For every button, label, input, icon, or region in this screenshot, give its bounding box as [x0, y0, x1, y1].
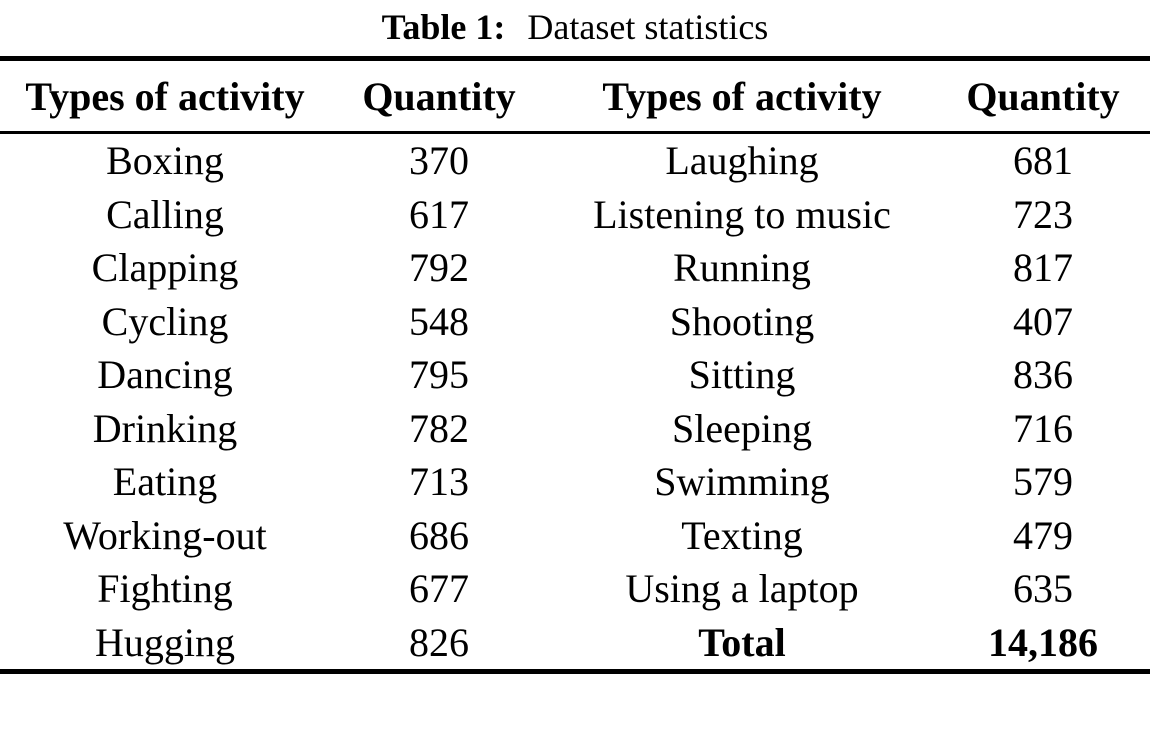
quantity-cell: 826 — [409, 619, 469, 665]
table-row: Drinking 782 Sleeping 716 — [0, 402, 1150, 456]
activity-cell: Working-out — [63, 512, 267, 558]
dataset-statistics-table: Types of activity Quantity Types of acti… — [0, 56, 1150, 674]
quantity-cell: 579 — [1013, 459, 1073, 505]
activity-cell: Dancing — [97, 352, 233, 398]
activity-cell: Shooting — [669, 298, 815, 344]
table-row: Cycling 548 Shooting 407 — [0, 295, 1150, 349]
table-caption: Table 1: Dataset statistics — [0, 0, 1150, 56]
activity-cell: Eating — [112, 459, 218, 505]
activity-cell: Running — [673, 245, 811, 291]
activity-cell: Clapping — [91, 245, 239, 291]
quantity-cell: 817 — [1013, 245, 1073, 291]
quantity-cell: 617 — [409, 191, 469, 237]
table-row: Working-out 686 Texting 479 — [0, 509, 1150, 563]
table-row: Eating 713 Swimming 579 — [0, 455, 1150, 509]
activity-cell: Texting — [681, 512, 803, 558]
activity-cell: Cycling — [101, 298, 229, 344]
quantity-cell: 713 — [409, 459, 469, 505]
table-body: Boxing 370 Laughing 681 Calling 617 Listening … — [0, 133, 1150, 672]
quantity-cell: 792 — [409, 245, 469, 291]
column-header-activity-left: Types of activity — [0, 58, 330, 134]
quantity-cell: 686 — [409, 512, 469, 558]
table-caption-label: Table 1: — [381, 7, 506, 47]
quantity-cell: 548 — [409, 298, 469, 344]
quantity-cell: 370 — [409, 138, 469, 184]
activity-cell: Drinking — [92, 405, 238, 451]
quantity-cell: 723 — [1013, 191, 1073, 237]
column-header-quantity-right: Quantity — [936, 58, 1150, 134]
activity-cell: Boxing — [106, 138, 224, 184]
quantity-cell: 782 — [409, 405, 469, 451]
activity-cell: Laughing — [665, 138, 819, 184]
table-caption-text: Dataset statistics — [527, 7, 769, 47]
activity-cell: Fighting — [97, 566, 233, 612]
quantity-cell: 14,186 — [988, 619, 1098, 665]
activity-cell: Hugging — [95, 619, 235, 665]
activity-cell: Sitting — [688, 352, 796, 398]
table-row: Calling 617 Listening to music 723 — [0, 188, 1150, 242]
quantity-cell: 836 — [1013, 352, 1073, 398]
activity-cell: Calling — [106, 191, 224, 237]
table-row: Clapping 792 Running 817 — [0, 241, 1150, 295]
quantity-cell: 677 — [409, 566, 469, 612]
activity-cell: Swimming — [654, 459, 830, 505]
table-row: Hugging 826 Total 14,186 — [0, 616, 1150, 672]
quantity-cell: 681 — [1013, 138, 1073, 184]
quantity-cell: 479 — [1013, 512, 1073, 558]
activity-cell: Total — [698, 619, 786, 665]
table-row: Dancing 795 Sitting 836 — [0, 348, 1150, 402]
table-header-row: Types of activity Quantity Types of acti… — [0, 58, 1150, 134]
column-header-activity-right: Types of activity — [548, 58, 936, 134]
activity-cell: Using a laptop — [625, 566, 859, 612]
quantity-cell: 795 — [409, 352, 469, 398]
activity-cell: Listening to music — [593, 191, 891, 237]
column-header-quantity-left: Quantity — [330, 58, 548, 134]
activity-cell: Sleeping — [672, 405, 812, 451]
quantity-cell: 716 — [1013, 405, 1073, 451]
table-row: Fighting 677 Using a laptop 635 — [0, 562, 1150, 616]
quantity-cell: 407 — [1013, 298, 1073, 344]
quantity-cell: 635 — [1013, 566, 1073, 612]
table-row: Boxing 370 Laughing 681 — [0, 133, 1150, 188]
